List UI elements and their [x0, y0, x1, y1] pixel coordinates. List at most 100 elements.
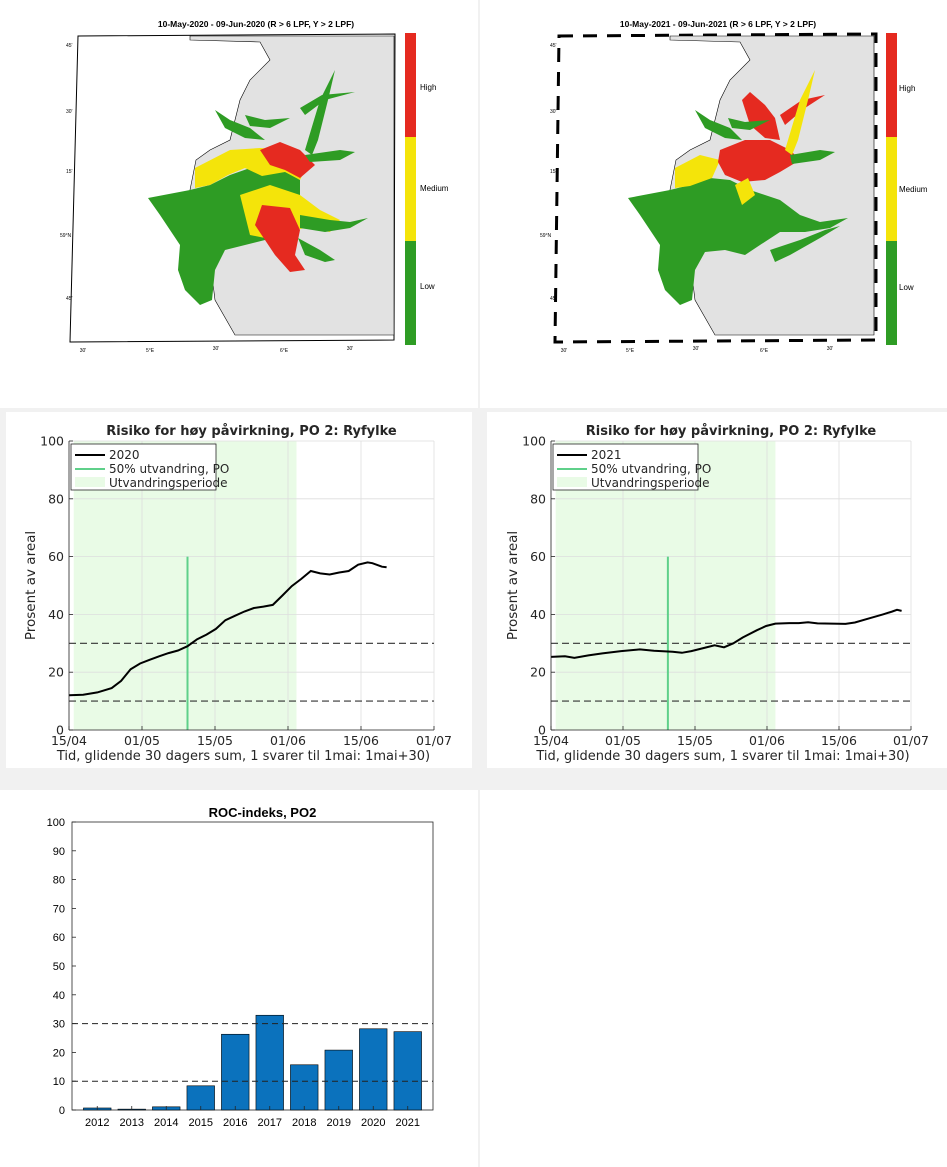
legend-label-migration: 50% utvandring, PO	[591, 462, 711, 476]
x-tick-label: 15/05	[677, 733, 713, 748]
y-tick-label: 60	[530, 549, 546, 564]
risk-series-line	[550, 608, 902, 659]
y-tick-label: 80	[53, 875, 65, 887]
colorbar-label-low: Low	[420, 282, 435, 291]
y-tick-label: 70	[53, 903, 65, 915]
svg-text:45': 45'	[66, 296, 73, 302]
roc-index-panel: 0 10 20 30 40 50 60 70 80 90 100 2012 2013 2014 2015 20…	[0, 790, 478, 1167]
colorbar-label-high: High	[899, 84, 915, 93]
x-tick-label: 15/06	[821, 733, 857, 748]
risk-series-line	[68, 561, 387, 697]
y-tick-label: 40	[53, 990, 65, 1002]
colorbar-low	[886, 241, 897, 345]
legend-swatch-shade	[75, 477, 105, 487]
empty-panel	[480, 790, 947, 1167]
svg-text:30': 30'	[693, 346, 700, 352]
x-tick-label: 2014	[154, 1117, 178, 1129]
colorbar-label-high: High	[420, 83, 436, 92]
x-tick-label: 15/06	[343, 733, 379, 748]
y-tick-label: 80	[530, 491, 546, 506]
bar-2019	[324, 1049, 353, 1111]
svg-text:15': 15'	[550, 169, 557, 175]
map-panel-2021: 10-May-2021 - 09-Jun-2021 (R > 6 LPF, Y …	[480, 0, 947, 408]
roc-index-bar-chart: 0 10 20 30 40 50 60 70 80 90 100 2012 2013 2014 2015 20…	[47, 805, 434, 1129]
y-tick-label: 100	[40, 434, 64, 449]
legend-label-series: 2021	[591, 448, 622, 462]
x-tick-label: 01/06	[270, 733, 306, 748]
risk-chart-panel-2020: 0 20 40 60 80 100 15/04 01/05 15/05 01/06 15/06 01/…	[6, 412, 472, 768]
svg-text:30': 30'	[66, 109, 73, 115]
x-tick-label: 2013	[120, 1117, 144, 1129]
x-tick-label: 15/04	[533, 733, 569, 748]
svg-text:6°E: 6°E	[760, 348, 769, 354]
chart-title: Risiko for høy påvirkning, PO 2: Ryfylke	[106, 424, 397, 439]
svg-text:30': 30'	[550, 109, 557, 115]
y-tick-label: 0	[59, 1105, 65, 1117]
x-tick-label: 2021	[396, 1117, 420, 1129]
colorbar-label-low: Low	[899, 283, 914, 292]
x-tick-label: 15/04	[51, 733, 87, 748]
x-tick-label: 01/05	[124, 733, 160, 748]
map-lat-labels: 45' 30' 15' 59°N 45'	[540, 43, 557, 302]
bar-2020	[359, 1028, 388, 1111]
map-lat-labels: 45' 30' 15' 59°N 45'	[60, 43, 73, 302]
fjord-risk-overlay	[628, 70, 848, 305]
legend-label-series: 2020	[109, 448, 140, 462]
legend-label-migration: 50% utvandring, PO	[109, 462, 229, 476]
svg-text:59°N: 59°N	[60, 233, 72, 239]
x-tick-label: 01/07	[416, 733, 452, 748]
x-tick-label: 01/05	[605, 733, 641, 748]
svg-text:59°N: 59°N	[540, 233, 552, 239]
chart-title: Risiko for høy påvirkning, PO 2: Ryfylke	[586, 424, 877, 439]
map-title: 10-May-2020 - 09-Jun-2020 (R > 6 LPF, Y …	[158, 19, 354, 29]
svg-text:6°E: 6°E	[280, 348, 289, 354]
map-title: 10-May-2021 - 09-Jun-2021 (R > 6 LPF, Y …	[620, 19, 816, 29]
colorbar-high	[886, 33, 897, 137]
y-tick-label: 10	[53, 1076, 65, 1088]
svg-text:5°E: 5°E	[626, 348, 635, 354]
y-tick-label: 90	[53, 846, 65, 858]
map-colorbar: High Medium Low	[886, 33, 928, 345]
x-axis-label: Tid, glidende 30 dagers sum, 1 svarer ti…	[56, 749, 430, 764]
risk-map-2020: 10-May-2020 - 09-Jun-2020 (R > 6 LPF, Y …	[60, 19, 449, 354]
colorbar-label-medium: Medium	[420, 184, 449, 193]
bar-2018	[290, 1064, 319, 1111]
y-axis-label: Prosent av areal	[505, 531, 521, 640]
colorbar-medium	[405, 137, 416, 241]
fjord-risk-overlay	[148, 70, 368, 305]
svg-text:30': 30'	[80, 348, 87, 354]
risk-line-chart-2021: 0 20 40 60 80 100 15/04 01/05 15/05 01/06 15/06 01/…	[505, 424, 929, 764]
chart-title: ROC-indeks, PO2	[209, 805, 317, 820]
y-tick-label: 40	[48, 607, 64, 622]
risk-chart-panel-2021: 0 20 40 60 80 100 15/04 01/05 15/05 01/06 15/06 01/…	[487, 412, 947, 768]
svg-text:45': 45'	[66, 43, 73, 49]
svg-text:5°E: 5°E	[146, 348, 155, 354]
colorbar-low	[405, 241, 416, 345]
x-axis-label: Tid, glidende 30 dagers sum, 1 svarer ti…	[535, 749, 909, 764]
colorbar-label-medium: Medium	[899, 185, 928, 194]
x-tick-label: 2020	[361, 1117, 385, 1129]
y-tick-label: 80	[48, 491, 64, 506]
y-tick-label: 50	[53, 961, 65, 973]
x-tick-label: 01/06	[749, 733, 785, 748]
colorbar-medium	[886, 137, 897, 241]
map-lon-labels: 30' 5°E 30' 6°E 30'	[80, 346, 354, 354]
svg-text:15': 15'	[66, 169, 73, 175]
svg-text:45': 45'	[550, 296, 557, 302]
bar-2015	[186, 1085, 215, 1111]
x-tick-label: 2018	[292, 1117, 316, 1129]
svg-text:30': 30'	[561, 348, 568, 354]
y-axis-label: Prosent av areal	[23, 531, 39, 640]
y-tick-label: 100	[522, 434, 546, 449]
x-tick-label: 2012	[85, 1117, 109, 1129]
y-tick-label: 20	[53, 1047, 65, 1059]
y-tick-label: 20	[48, 665, 64, 680]
y-tick-label: 60	[48, 549, 64, 564]
risk-line-chart-2020: 0 20 40 60 80 100 15/04 01/05 15/05 01/06 15/06 01/…	[23, 424, 452, 764]
bar-2021	[393, 1031, 422, 1111]
x-tick-label: 2016	[223, 1117, 247, 1129]
x-tick-label: 01/07	[893, 733, 929, 748]
y-tick-label: 20	[530, 665, 546, 680]
y-tick-label: 40	[530, 607, 546, 622]
y-tick-label: 30	[53, 1019, 65, 1031]
